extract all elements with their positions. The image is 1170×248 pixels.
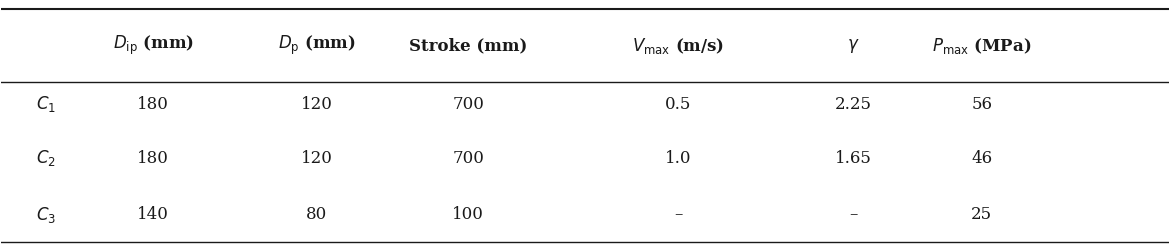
Text: 100: 100: [453, 206, 484, 223]
Text: $P_{\mathrm{max}}$ (MPa): $P_{\mathrm{max}}$ (MPa): [932, 35, 1032, 56]
Text: $\gamma$: $\gamma$: [847, 36, 860, 55]
Text: $C_3$: $C_3$: [36, 205, 56, 225]
Text: 700: 700: [453, 150, 484, 167]
Text: –: –: [849, 206, 858, 223]
Text: 0.5: 0.5: [666, 96, 691, 113]
Text: 180: 180: [137, 150, 170, 167]
Text: 1.65: 1.65: [835, 150, 872, 167]
Text: 180: 180: [137, 96, 170, 113]
Text: 46: 46: [971, 150, 992, 167]
Text: 140: 140: [137, 206, 170, 223]
Text: Stroke (mm): Stroke (mm): [410, 37, 528, 54]
Text: $C_2$: $C_2$: [36, 148, 56, 168]
Text: 1.0: 1.0: [665, 150, 691, 167]
Text: $V_{\mathrm{max}}$ (m/s): $V_{\mathrm{max}}$ (m/s): [632, 35, 724, 56]
Text: 120: 120: [301, 96, 332, 113]
Text: 80: 80: [305, 206, 328, 223]
Text: –: –: [674, 206, 682, 223]
Text: $C_1$: $C_1$: [36, 94, 56, 114]
Text: 2.25: 2.25: [835, 96, 872, 113]
Text: 25: 25: [971, 206, 992, 223]
Text: 700: 700: [453, 96, 484, 113]
Text: 56: 56: [971, 96, 992, 113]
Text: $D_{\mathrm{p}}$ (mm): $D_{\mathrm{p}}$ (mm): [277, 34, 356, 57]
Text: $D_{\mathrm{ip}}$ (mm): $D_{\mathrm{ip}}$ (mm): [112, 34, 193, 57]
Text: 120: 120: [301, 150, 332, 167]
